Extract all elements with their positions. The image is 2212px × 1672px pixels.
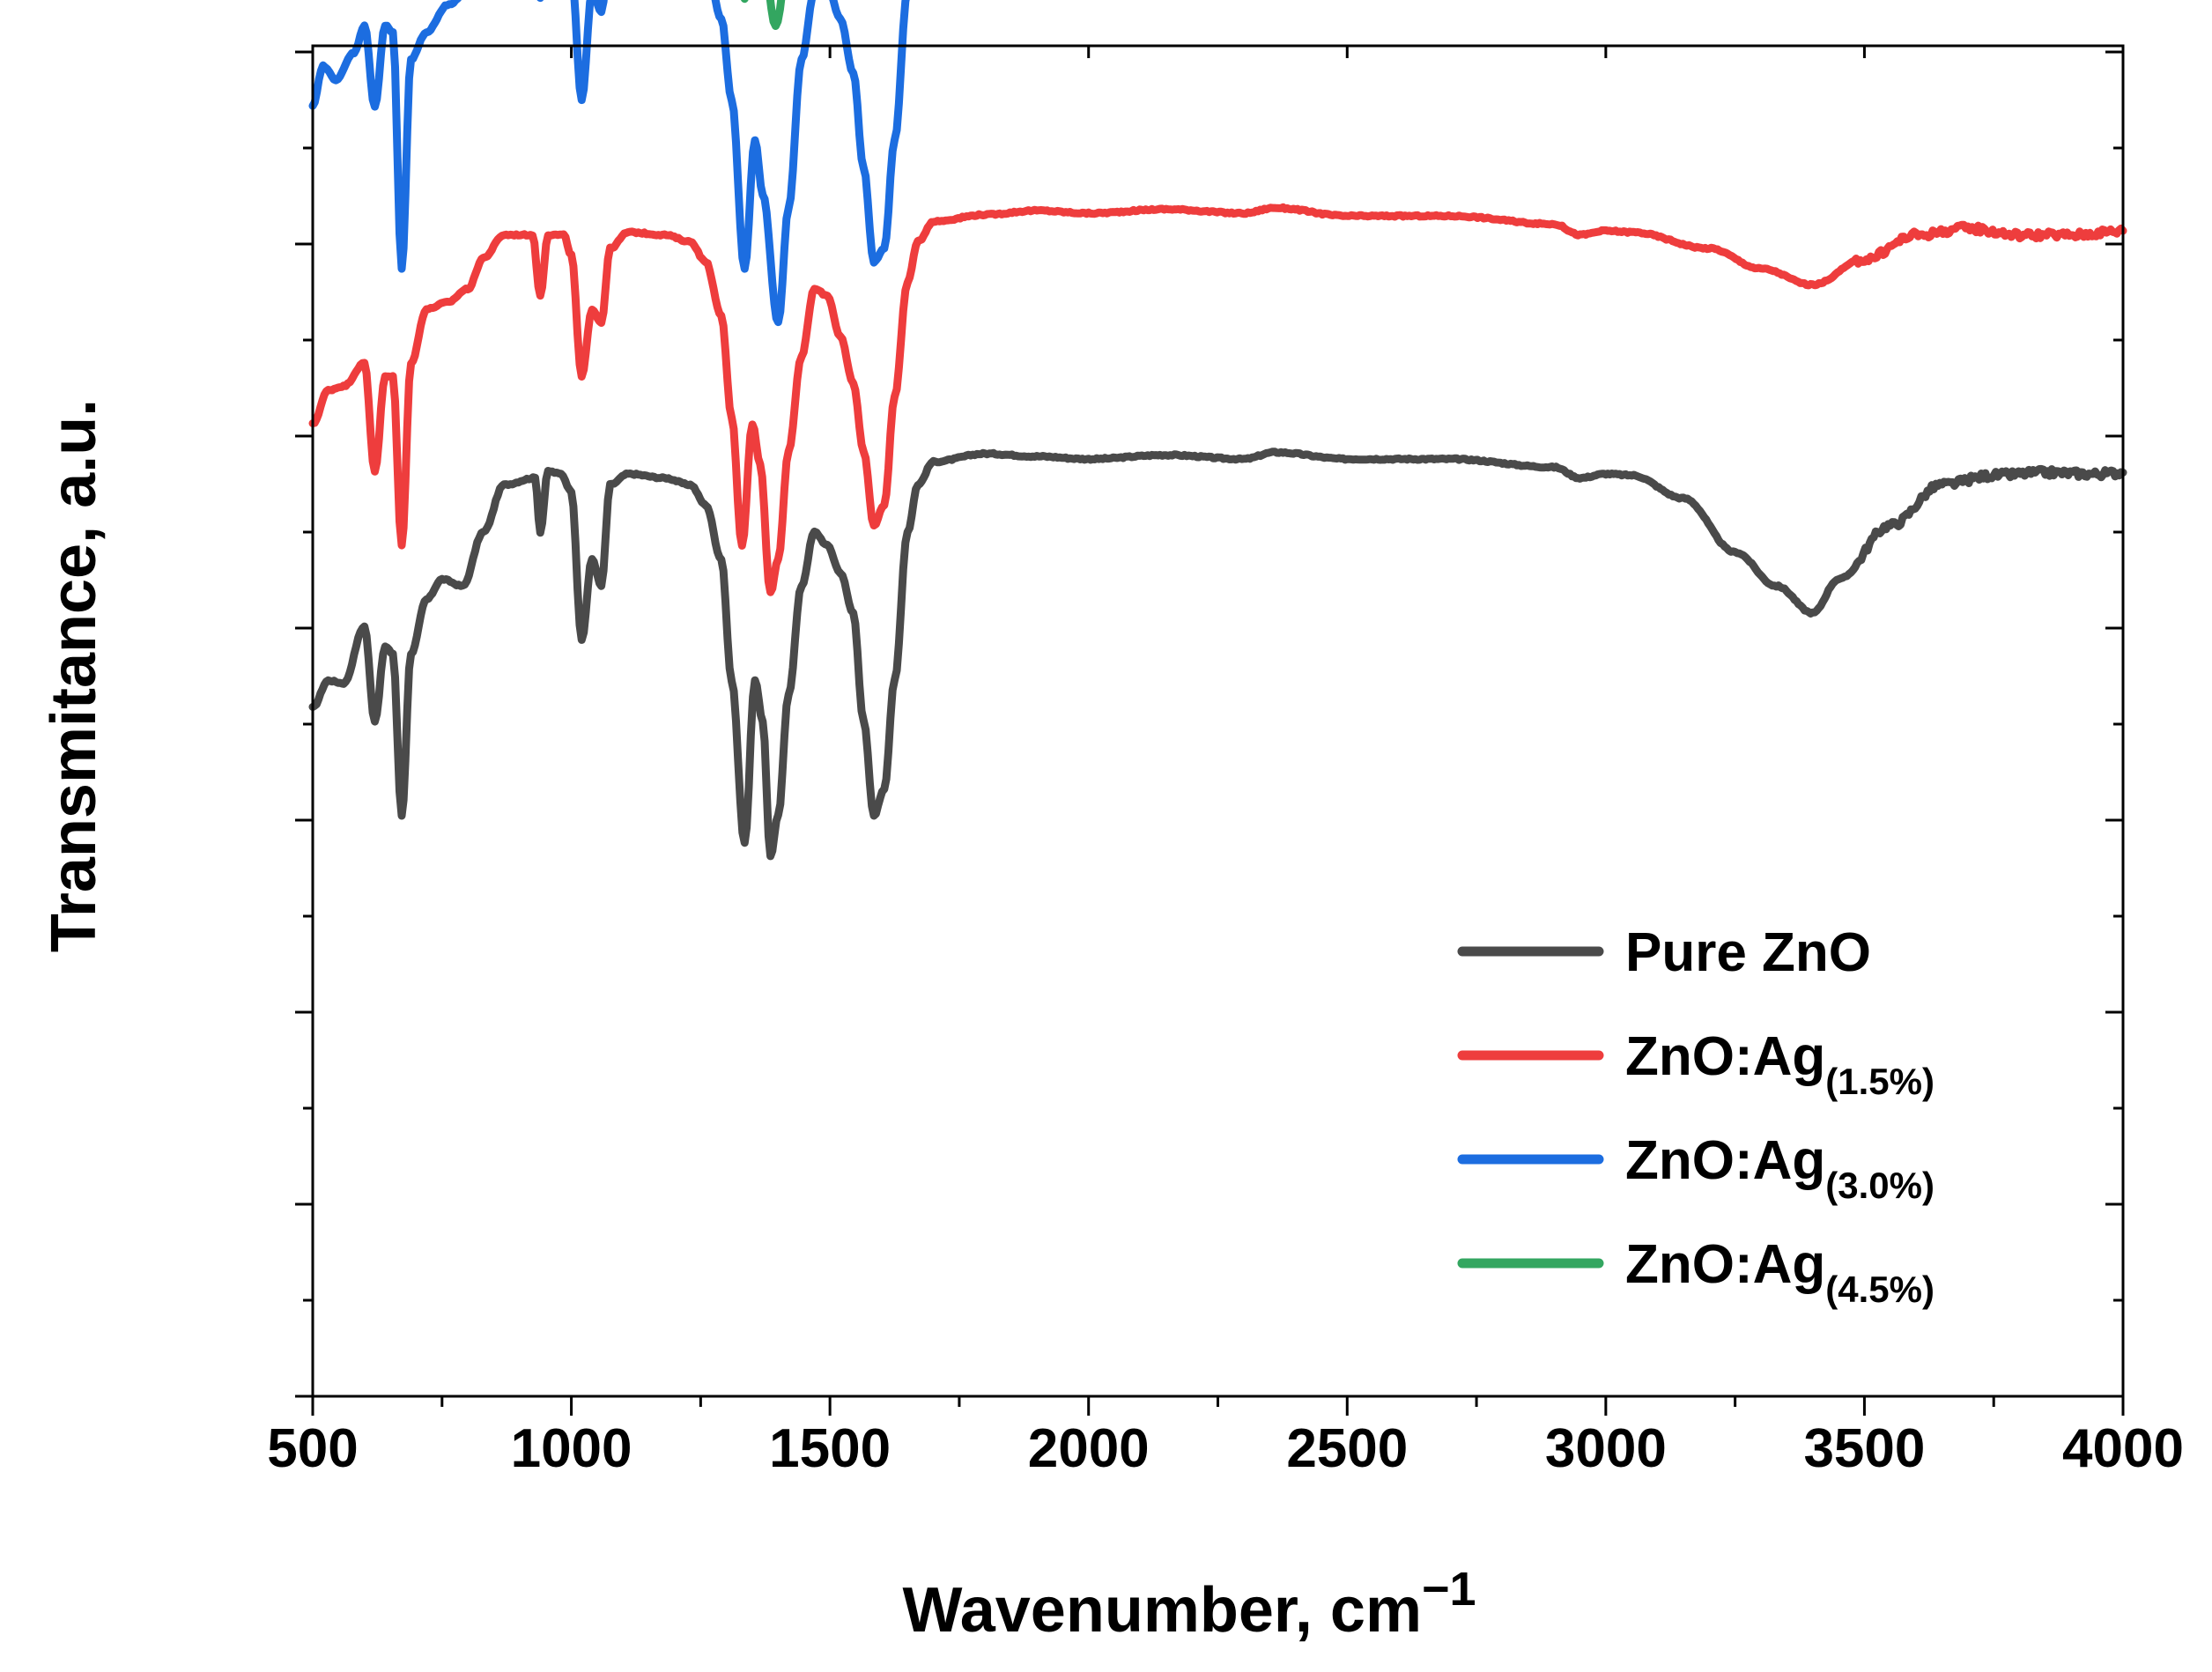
legend-label-subscript: (3.0%): [1825, 1165, 1935, 1206]
legend: Pure ZnOZnO:Ag(1.5%)ZnO:Ag(3.0%)ZnO:Ag(4…: [1457, 922, 1935, 1310]
legend-label-main: ZnO:Ag: [1625, 1130, 1825, 1191]
series-line-2: [308, 203, 2127, 596]
legend-label-4: ZnO:Ag(4.5%): [1625, 1234, 1935, 1310]
x-tick-label: 3500: [1803, 1418, 1925, 1479]
series-layer: [308, 0, 2127, 861]
x-tick-label: 2500: [1286, 1418, 1408, 1479]
legend-label-1: Pure ZnO: [1625, 922, 1871, 983]
legend-label-subscript: (1.5%): [1825, 1061, 1935, 1102]
x-axis-title: Wavenumber, cm−1: [902, 1563, 1476, 1646]
legend-label-2: ZnO:Ag(1.5%): [1625, 1026, 1935, 1102]
legend-label-3: ZnO:Ag(3.0%): [1625, 1130, 1935, 1206]
y-axis-title: Transmitance, a.u.: [39, 399, 109, 952]
x-tick-label: 4000: [2062, 1418, 2184, 1479]
x-tick-label: 1000: [511, 1418, 633, 1479]
x-tick-label: 2000: [1028, 1418, 1150, 1479]
legend-label-main: ZnO:Ag: [1625, 1234, 1825, 1295]
legend-label-main: ZnO:Ag: [1625, 1026, 1825, 1087]
axes-layer: [295, 44, 2125, 1416]
x-tick-label: 500: [267, 1418, 358, 1479]
x-tick-label: 1500: [769, 1418, 891, 1479]
x-axis-title-text: Wavenumber, cm: [902, 1575, 1422, 1646]
series-line-1: [308, 448, 2127, 861]
tick-label-layer: 500 1000 1500 2000 2500 3000 3500 4000: [267, 1418, 2184, 1479]
legend-label-main: Pure ZnO: [1625, 922, 1871, 983]
x-tick-label: 3000: [1545, 1418, 1667, 1479]
legend-label-subscript: (4.5%): [1825, 1269, 1935, 1310]
x-axis-title-superscript: −1: [1422, 1563, 1476, 1616]
